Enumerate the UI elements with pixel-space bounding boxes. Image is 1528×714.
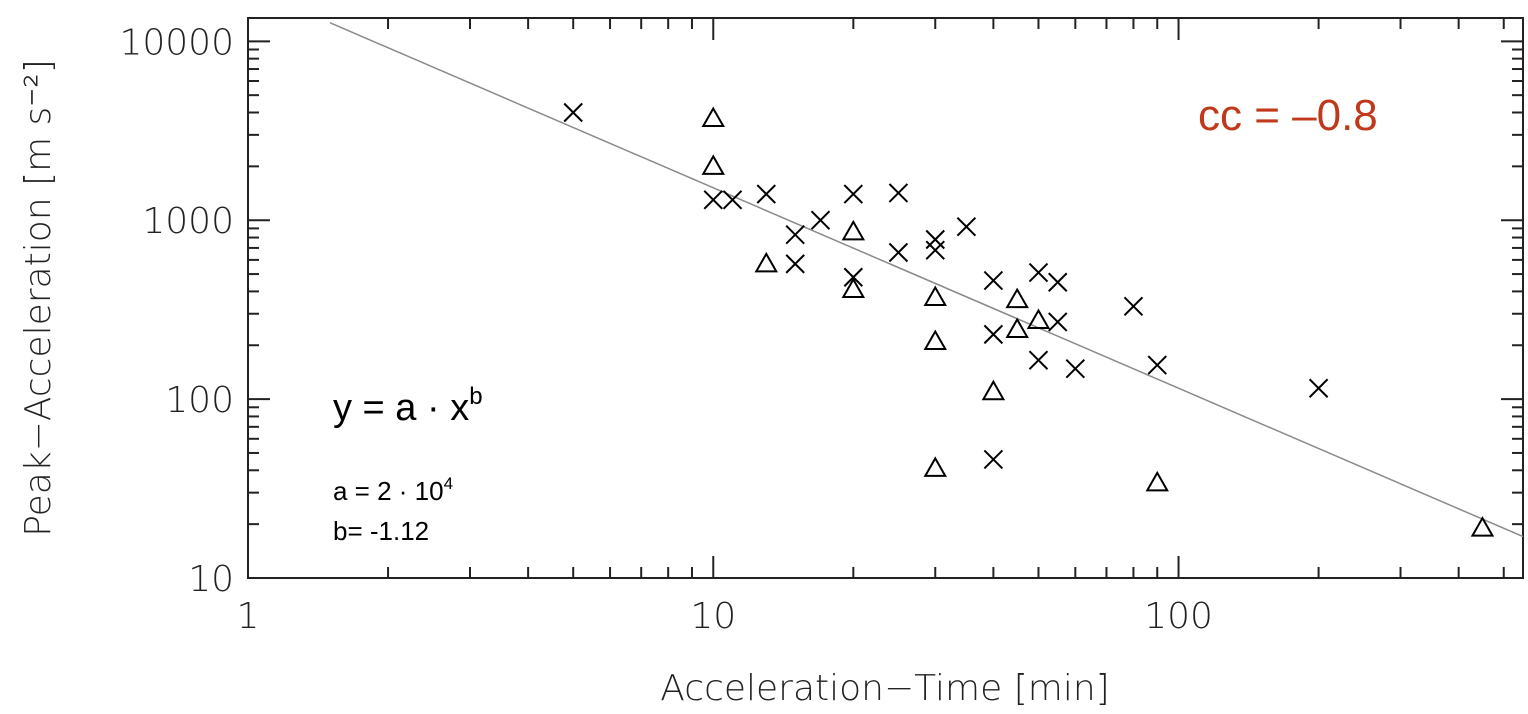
cross-marker: [722, 190, 743, 210]
cross-marker: [888, 183, 909, 203]
y-tick-label: 10: [188, 559, 234, 600]
x-tick-label: 100: [1144, 596, 1213, 637]
cross-marker: [925, 240, 945, 260]
y-axis-title: Peak−Acceleration [m s⁻²]: [18, 59, 59, 537]
coefficient-a-base: a = 2 · 10: [333, 476, 444, 506]
triangle-marker: [981, 379, 1006, 401]
triangle-marker: [923, 456, 947, 477]
coefficient-a-label: a = 2 · 104: [333, 474, 453, 506]
triangle-marker: [1026, 308, 1051, 330]
cross-marker: [1048, 312, 1068, 332]
y-tick-label: 100: [165, 380, 234, 421]
plot-frame: [247, 17, 1524, 579]
cross-marker: [1028, 262, 1049, 283]
triangle-marker: [841, 277, 866, 298]
cross-marker: [785, 254, 805, 274]
triangle-marker: [923, 285, 947, 306]
cross-marker: [983, 324, 1004, 345]
formula-base: y = a · x: [333, 387, 469, 429]
triangle-marker: [1470, 516, 1495, 537]
cross-marker: [888, 242, 909, 263]
formula-exponent: b: [469, 383, 482, 410]
triangle-marker: [754, 251, 779, 273]
cross-marker: [1028, 350, 1049, 370]
cross-marker: [1147, 355, 1167, 375]
cross-marker: [1123, 296, 1144, 317]
cross-marker: [703, 190, 723, 210]
cross-marker: [983, 270, 1004, 291]
coefficient-b-label: b= -1.12: [333, 516, 429, 546]
coefficient-a-exponent: 4: [444, 474, 453, 493]
cross-marker: [810, 210, 831, 230]
triangle-marker: [1005, 287, 1029, 309]
cross-marker: [1065, 358, 1086, 379]
cross-marker: [983, 449, 1004, 470]
triangle-marker: [923, 329, 947, 350]
triangle-marker: [841, 219, 866, 241]
x-axis-title: Acceleration−Time [min]: [660, 668, 1109, 709]
y-tick-label: 1000: [142, 201, 234, 242]
triangle-marker: [1005, 317, 1029, 338]
data-markers: [563, 102, 1495, 537]
correlation-coefficient-label: cc = –0.8: [1198, 91, 1378, 140]
cross-marker: [1048, 272, 1068, 292]
x-tick-label: 10: [690, 596, 736, 637]
cross-marker: [756, 184, 776, 204]
cross-marker: [843, 184, 864, 204]
cross-marker: [956, 216, 977, 237]
triangle-marker: [701, 154, 725, 175]
power-law-fit-line: [329, 22, 1524, 538]
cross-marker: [843, 267, 864, 287]
cross-marker: [925, 229, 945, 250]
formula-label: y = a · xb: [333, 383, 483, 429]
y-tick-label: 10000: [119, 22, 234, 63]
triangle-marker: [1145, 470, 1169, 492]
cross-marker: [563, 102, 583, 123]
triangle-marker: [701, 106, 725, 128]
cross-marker: [1308, 378, 1329, 398]
x-tick-label: 1: [237, 596, 260, 637]
cross-marker: [785, 224, 805, 245]
